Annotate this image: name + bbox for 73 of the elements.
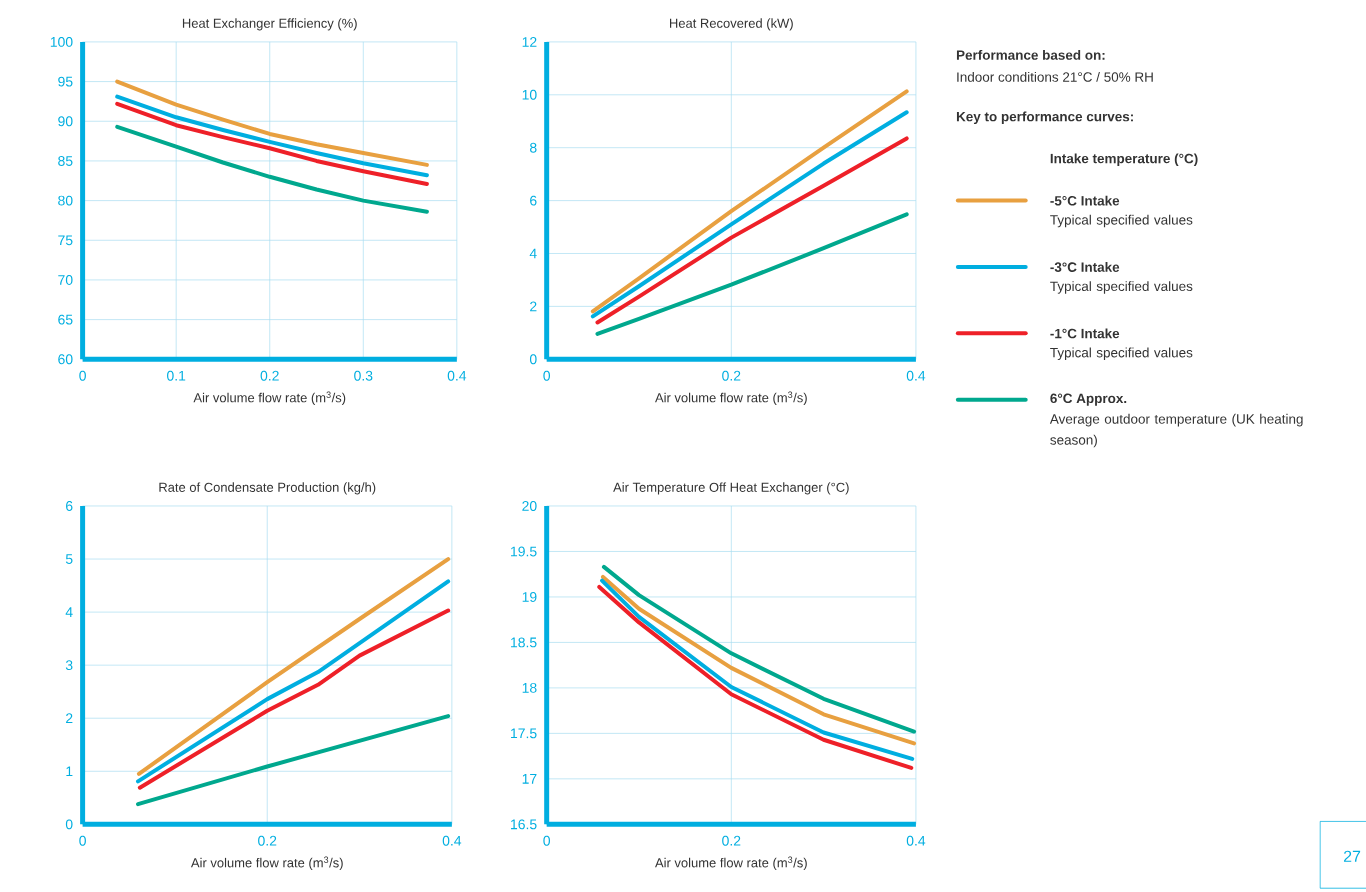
y-tick-label: 80 bbox=[58, 195, 73, 206]
y-tick-label: 4 bbox=[529, 248, 537, 259]
y-tick-label: 2 bbox=[66, 713, 73, 723]
x-axis-title: Air volume flow rate (m$^{3}$/s) bbox=[655, 856, 807, 870]
text: -1°C Intake bbox=[1050, 328, 1120, 339]
chart-title: Rate of Condensate Production (kg/h) bbox=[159, 482, 376, 495]
line-series bbox=[115, 101, 429, 186]
x-tick-label: 0.2 bbox=[722, 370, 741, 381]
y-tick-label: 6 bbox=[530, 195, 537, 206]
y-tick-label: 100 bbox=[50, 36, 73, 47]
line-series bbox=[137, 608, 451, 790]
y-tick-label: 20 bbox=[522, 500, 537, 511]
text: Indoor conditions 21°C / 50% RH bbox=[957, 71, 1153, 82]
text: -5°C Intake bbox=[1050, 195, 1120, 206]
text: 27 bbox=[1343, 850, 1361, 862]
y-tick-label: 10 bbox=[522, 89, 537, 100]
chart-title: Air Temperature Off Heat Exchanger (°C) bbox=[613, 482, 849, 495]
text: Typical specified values bbox=[1050, 214, 1193, 228]
y-tick-label: 95 bbox=[58, 76, 73, 87]
y-tick-label: 18.5 bbox=[511, 637, 537, 648]
y-tick-label: 4 bbox=[65, 607, 73, 617]
y-tick-label: 3 bbox=[65, 660, 73, 671]
y-tick-label: 16.5 bbox=[511, 819, 537, 830]
x-tick-label: 0.3 bbox=[354, 370, 373, 381]
y-tick-label: 18 bbox=[522, 682, 537, 693]
text: Key to performance curves: bbox=[956, 111, 1133, 124]
line-series bbox=[115, 124, 429, 214]
y-tick-label: 8 bbox=[530, 142, 537, 153]
y-tick-label: 19 bbox=[522, 591, 537, 602]
y-tick-label: 85 bbox=[58, 155, 73, 166]
y-tick-label: 0 bbox=[529, 354, 537, 365]
x-tick-label: 0.4 bbox=[447, 370, 467, 381]
y-tick-label: 70 bbox=[58, 274, 73, 285]
x-axis-title: Air volume flow rate (m$^{3}$/s) bbox=[190, 856, 343, 870]
line-series bbox=[595, 136, 909, 325]
y-tick-label: 5 bbox=[65, 554, 73, 564]
x-tick-label: 0 bbox=[79, 835, 86, 846]
x-tick-label: 0.2 bbox=[722, 835, 741, 846]
x-axis-title: Air volume flow rate (m$^{3}$/s) bbox=[193, 391, 346, 405]
y-tick-label: 90 bbox=[58, 116, 73, 127]
x-tick-label: 0.4 bbox=[442, 835, 462, 846]
text: Typical specified values bbox=[1050, 281, 1193, 294]
y-tick-label: 60 bbox=[58, 354, 73, 365]
y-tick-label: 19.5 bbox=[511, 546, 537, 557]
text: -3°C Intake bbox=[1050, 261, 1120, 272]
y-tick-label: 0 bbox=[65, 819, 73, 830]
y-tick-label: 1 bbox=[66, 766, 73, 776]
chart-title: Heat Exchanger Efficiency (%) bbox=[182, 18, 357, 31]
x-tick-label: 0.4 bbox=[906, 370, 926, 381]
line-series bbox=[115, 94, 429, 178]
line-series bbox=[595, 212, 909, 336]
line-series bbox=[115, 79, 429, 167]
y-tick-label: 2 bbox=[530, 301, 537, 312]
y-tick-label: 75 bbox=[58, 235, 73, 246]
x-tick-label: 0 bbox=[543, 835, 551, 846]
text: Average outdoor temperature (UK heating season) bbox=[1049, 413, 1303, 448]
y-tick-label: 65 bbox=[58, 314, 73, 325]
x-tick-label: 0.1 bbox=[167, 370, 186, 381]
y-tick-label: 17 bbox=[522, 773, 537, 784]
x-tick-label: 0.2 bbox=[258, 835, 277, 846]
y-tick-label: 12 bbox=[522, 36, 537, 47]
text: Performance based on: bbox=[956, 49, 1105, 60]
legend-title: Intake temperature (°C) bbox=[1050, 153, 1198, 166]
text: 6°C Approx. bbox=[1050, 393, 1127, 406]
x-tick-label: 0.4 bbox=[906, 835, 926, 846]
x-tick-label: 0 bbox=[79, 370, 86, 381]
x-tick-label: 0 bbox=[543, 370, 551, 381]
x-tick-label: 0.2 bbox=[260, 370, 279, 381]
x-axis-title: Air volume flow rate (m$^{3}$/s) bbox=[655, 391, 807, 405]
y-tick-label: 6 bbox=[66, 500, 73, 511]
y-tick-label: 17.5 bbox=[511, 728, 537, 739]
chart-title: Heat Recovered (kW) bbox=[670, 18, 793, 31]
text: Typical specified values bbox=[1050, 347, 1193, 360]
